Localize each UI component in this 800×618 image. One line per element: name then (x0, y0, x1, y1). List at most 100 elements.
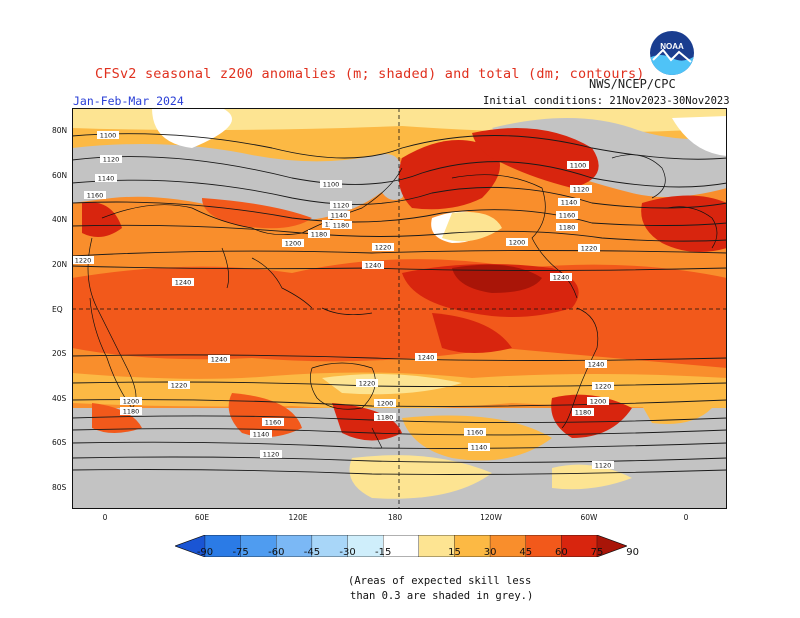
agency-label: NWS/NCEP/CPC (589, 77, 676, 91)
lat-tick-label: 20S (52, 349, 67, 358)
colorbar-tick-label: 15 (448, 547, 461, 558)
colorbar-tick-label: -90 (196, 547, 214, 558)
svg-text:1240: 1240 (418, 354, 435, 362)
svg-text:1240: 1240 (365, 262, 382, 270)
contour-label: 1120 (330, 201, 352, 210)
map-frame (72, 108, 727, 509)
svg-text:1240: 1240 (588, 361, 605, 369)
colorbar-tick-label: -30 (339, 547, 356, 558)
antarctic-15 (349, 455, 492, 499)
colorbar-tick-label: -60 (268, 547, 285, 558)
contour-label: 1180 (120, 407, 142, 416)
svg-text:1240: 1240 (175, 279, 192, 287)
contour-label: 1140 (558, 198, 580, 207)
colorbar-tick-label: 30 (483, 547, 497, 558)
initial-conditions: Initial conditions: 21Nov2023-30Nov2023 (483, 95, 730, 107)
colorbar-arrow-right (596, 535, 627, 557)
contour-label: 1200 (374, 399, 396, 408)
lat-tick-label: 40N (52, 215, 68, 224)
contour-label: 1220 (592, 382, 614, 391)
lon-tick-label: 0 (683, 513, 689, 522)
contour-label: 1160 (556, 211, 578, 220)
contour-label: 1200 (120, 397, 142, 406)
height-contours (72, 133, 727, 475)
europe-high (82, 202, 122, 237)
color-scale-bar (175, 535, 627, 557)
lon-tick-label: 120W (480, 513, 502, 522)
svg-text:1120: 1120 (103, 156, 120, 164)
contour-label: 1140 (468, 443, 490, 452)
lat-tick-label: 20N (52, 260, 68, 269)
svg-text:1200: 1200 (509, 239, 526, 247)
svg-text:1140: 1140 (331, 212, 348, 220)
svg-text:1220: 1220 (595, 383, 612, 391)
contour-label: 1240 (208, 355, 230, 364)
lat-tick-label: 40S (52, 394, 67, 403)
contour-label: 1240 (172, 278, 194, 287)
svg-text:1200: 1200 (377, 400, 394, 408)
svg-text:1240: 1240 (553, 274, 570, 282)
central-pacific-90 (452, 264, 542, 293)
svg-text:1140: 1140 (253, 431, 270, 439)
north-atlantic-high (641, 195, 727, 252)
colorbar-tick-label: 45 (519, 547, 533, 558)
svg-text:1140: 1140 (98, 175, 115, 183)
chart-title: CFSv2 seasonal z200 anomalies (m; shaded… (95, 66, 645, 82)
contour-label: 1160 (84, 191, 106, 200)
contour-label: 1120 (100, 155, 122, 164)
contour-label: 1200 (587, 397, 609, 406)
contour-label: 1220 (72, 256, 94, 265)
svg-text:1140: 1140 (561, 199, 578, 207)
svg-text:1200: 1200 (123, 398, 140, 406)
lon-tick-label: 180 (387, 513, 403, 522)
contour-label: 1160 (262, 418, 284, 427)
svg-text:1180: 1180 (559, 224, 576, 232)
contour-label: 1140 (328, 211, 350, 220)
contour-label: 1160 (464, 428, 486, 437)
svg-text:1120: 1120 (573, 186, 590, 194)
lat-tick-label: 60N (52, 171, 68, 180)
contour-label: 1220 (578, 244, 600, 253)
lon-tick-label: 60E (194, 513, 210, 522)
svg-text:1180: 1180 (575, 409, 592, 417)
tropical-band-60 (72, 259, 727, 368)
svg-text:1180: 1180 (123, 408, 140, 416)
contour-label: 1220 (168, 381, 190, 390)
contour-label: 1240 (415, 353, 437, 362)
lat-tick-label: 60S (52, 438, 67, 447)
contour-label: 1100 (567, 161, 589, 170)
svg-text:1180: 1180 (377, 414, 394, 422)
skill-note-line-2: than 0.3 are shaded in grey.) (350, 590, 534, 602)
svg-text:1100: 1100 (570, 162, 587, 170)
contour-label: 1140 (250, 430, 272, 439)
south-pacific-high (332, 403, 402, 441)
colorbar-tick-label: 75 (590, 547, 604, 558)
contour-label: 1240 (550, 273, 572, 282)
contour-label: 1180 (572, 408, 594, 417)
contour-label: 1180 (374, 413, 396, 422)
logo-text: NOAA (660, 42, 684, 51)
lon-tick-label: 60W (580, 513, 598, 522)
contour-label-layer: 1100 1120 1140 1160 1100 1120 1140 1160 1180 1180… (72, 131, 614, 470)
colorbar-tick-label: -15 (375, 547, 392, 558)
svg-text:1160: 1160 (559, 212, 576, 220)
svg-text:1100: 1100 (100, 132, 117, 140)
contour-label: 1180 (308, 230, 330, 239)
contour-label: 1220 (372, 243, 394, 252)
lat-tick-label: 80N (52, 126, 68, 135)
contour-label: 1100 (97, 131, 119, 140)
svg-text:1180: 1180 (333, 222, 350, 230)
contour-label: 1120 (592, 461, 614, 470)
svg-text:1220: 1220 (375, 244, 392, 252)
lat-tick-label: 80S (52, 483, 67, 492)
skill-note-line-1: (Areas of expected skill less (348, 575, 532, 587)
colorbar-tick-label: -45 (303, 547, 321, 558)
contour-label: 1200 (506, 238, 528, 247)
contour-label: 1180 (556, 223, 578, 232)
svg-text:1120: 1120 (333, 202, 350, 210)
svg-text:1160: 1160 (467, 429, 484, 437)
svg-text:1220: 1220 (75, 257, 92, 265)
lat-tick-label: EQ (52, 305, 63, 314)
svg-text:1160: 1160 (265, 419, 282, 427)
contour-label: 1100 (320, 180, 342, 189)
